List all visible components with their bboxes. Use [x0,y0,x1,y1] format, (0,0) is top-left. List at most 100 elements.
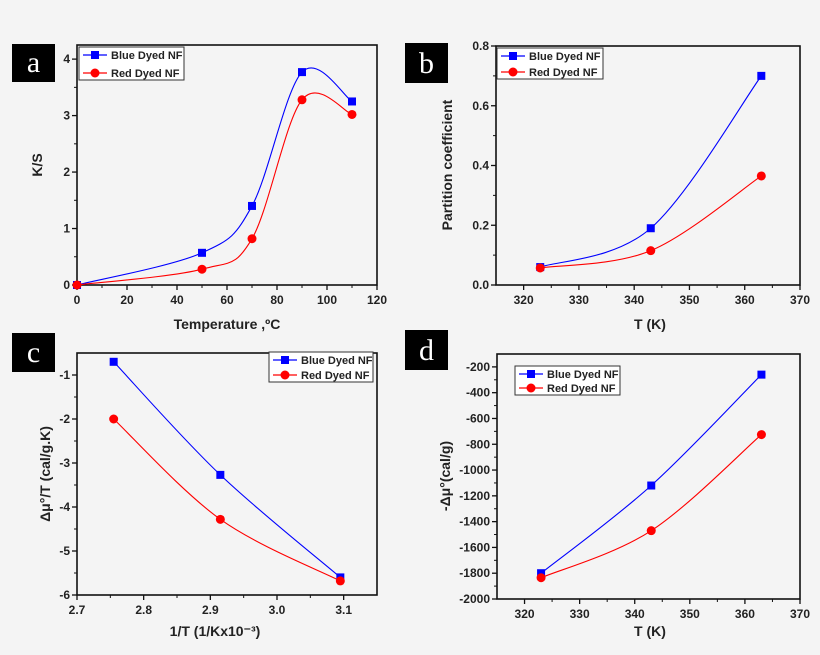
data-point [757,370,766,379]
data-point [756,171,766,181]
panel-c: c 2.7 2.8 2.9 3.0 3.1 -6 -5 -4 -3 -2 -1 1/T (1/Kx10⁻… [12,333,378,639]
x-tick-label: 60 [220,293,234,307]
data-point [646,526,656,536]
y-tick-label: -6 [59,588,70,602]
x-tick-label: 3.0 [269,603,286,617]
data-point [536,573,546,583]
x-tick-label: 20 [120,293,134,307]
legend-marker [526,383,536,393]
y-tick-label: -400 [466,386,490,400]
panel-label-box [12,44,55,82]
panel-a: a 0 20 40 60 80 100 120 0 1 2 3 4 Temperature ,ºC K/S B… [12,44,387,332]
y-tick-label: -1800 [459,566,490,580]
x-tick-label: 120 [367,293,387,307]
series-red [536,430,766,583]
x-tick-label: 2.8 [135,603,152,617]
legend-marker [508,67,518,77]
series-line [76,92,353,286]
panel-label: c [27,336,40,369]
series-blue [536,71,766,272]
y-tick-label: -1000 [459,463,490,477]
series-red [535,171,766,273]
legend: Blue Dyed NF Red Dyed NF [496,47,604,80]
y-tick-label: -1400 [459,515,490,529]
y-axis-label: -Δμ°(cal/g) [437,441,453,511]
y-tick-label: 2 [63,165,70,179]
y-tick-label: 0.6 [472,99,489,113]
y-tick-label: -2 [59,412,70,426]
x-tick-label: 0 [74,293,81,307]
y-tick-label: -1200 [459,489,490,503]
data-point [756,430,766,440]
data-point [109,414,119,424]
data-point [72,280,82,290]
legend-entry: Blue Dyed NF [547,369,619,381]
panel-label: a [27,46,40,79]
series-line [540,75,762,268]
x-tick-label: 3.1 [335,603,352,617]
legend-entry: Blue Dyed NF [111,50,183,62]
data-point [535,263,545,273]
x-tick-label: 360 [735,607,755,621]
y-tick-label: 0.4 [472,159,489,173]
data-point [757,71,766,80]
data-point [646,224,655,233]
y-tick-label: -2000 [459,592,490,606]
data-point [197,264,207,274]
panel-label: d [419,334,434,367]
data-point [109,357,118,366]
x-tick-label: 330 [569,293,589,307]
x-tick-label: 350 [680,607,700,621]
panel-label: b [419,47,434,80]
y-tick-label: 0.2 [472,218,489,232]
series-red [72,92,357,290]
x-tick-label: 2.7 [69,603,86,617]
y-tick-label: 4 [63,52,70,66]
x-tick-label: 320 [514,293,534,307]
legend-entry: Red Dyed NF [301,370,370,382]
legend-marker [280,370,290,380]
legend-marker [91,51,99,59]
x-tick-label: 2.9 [202,603,219,617]
data-point [247,234,257,244]
series-blue [109,357,345,582]
x-tick-label: 80 [270,293,284,307]
data-point [335,576,345,586]
x-tick-label: 340 [625,607,645,621]
data-point [647,481,656,490]
series-line [76,67,353,286]
y-tick-label: 3 [63,109,70,123]
y-tick-label: -600 [466,411,490,425]
data-point [646,246,656,256]
legend: Blue Dyed NF Red Dyed NF [514,365,621,396]
x-tick-label: 350 [679,293,699,307]
x-tick-label: 370 [790,293,810,307]
legend: Blue Dyed NF Red Dyed NF [78,46,185,81]
legend-marker [90,68,100,78]
panel-label-box [405,330,448,370]
legend-entry: Blue Dyed NF [529,51,601,63]
legend-marker [509,52,517,60]
x-axis-label: T (K) [634,623,666,639]
x-tick-label: 320 [515,607,535,621]
y-tick-label: -200 [466,360,490,374]
data-point [298,68,306,77]
series-line [540,434,762,579]
y-tick-label: 0.8 [472,39,489,53]
data-point [216,470,225,479]
x-axis-label: 1/T (1/Kx10⁻³) [170,623,261,639]
data-point [198,248,206,257]
legend-marker [281,356,289,364]
panel-label-box [12,333,55,372]
y-tick-label: -1600 [459,540,490,554]
x-tick-label: 340 [624,293,644,307]
data-point [348,97,356,106]
x-tick-label: 330 [570,607,590,621]
y-tick-label: -800 [466,437,490,451]
legend-entry: Red Dyed NF [547,383,616,395]
panel-b: b 320 330 340 350 360 370 0.0 0.2 0.4 0.6 0.8 T (K) P… [405,39,810,332]
series-line [113,361,341,578]
y-axis-label: Δμ°/T (cal/g.K) [37,426,53,522]
